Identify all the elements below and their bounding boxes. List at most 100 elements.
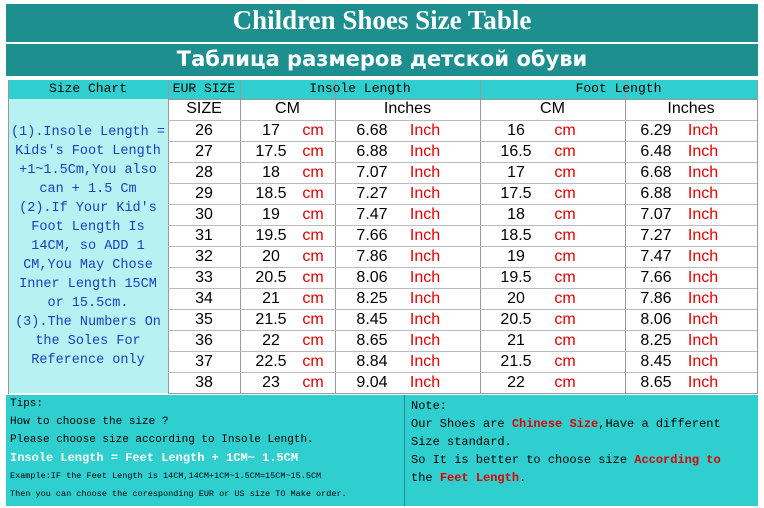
unit: cm — [302, 353, 324, 370]
unit: Inch — [409, 353, 441, 370]
cell: 17.5 — [255, 143, 287, 160]
unit: Inch — [687, 164, 719, 181]
unit: Inch — [409, 122, 441, 139]
cell: 8.25 — [356, 290, 388, 307]
grid-line — [168, 351, 757, 352]
note-line: Size standard. — [411, 435, 512, 449]
note-text: So It is better to choose size — [411, 453, 635, 467]
unit: cm — [554, 290, 576, 307]
note-line: Our Shoes are Chinese Size,Have a differ… — [411, 417, 721, 431]
grid-line — [168, 372, 757, 373]
tip-line: Insole Length = Feet Length + 1CM~ 1.5CM — [10, 451, 299, 465]
unit: Inch — [409, 185, 441, 202]
cell: 8.06 — [640, 311, 672, 328]
cell: 20 — [507, 290, 525, 307]
unit: Inch — [687, 332, 719, 349]
cell: 18 — [507, 206, 525, 223]
unit: cm — [302, 311, 324, 328]
note-line: So It is better to choose size According… — [411, 453, 721, 467]
grid-line — [335, 80, 336, 394]
cell: 19 — [262, 206, 280, 223]
grid-line — [168, 204, 757, 205]
side-note-line: or 15.5cm. — [47, 296, 129, 311]
cell: 8.65 — [356, 332, 388, 349]
note-line: Note: — [411, 399, 447, 413]
sub-header: CM — [275, 100, 300, 117]
unit: cm — [302, 164, 324, 181]
group-header: EUR SIZE — [172, 81, 236, 96]
cell: 17 — [507, 164, 525, 181]
note-highlight: Chinese Size — [511, 417, 599, 431]
unit: Inch — [687, 122, 719, 139]
cell: 26 — [195, 122, 213, 139]
grid-line — [168, 330, 757, 331]
unit: cm — [554, 311, 576, 328]
cell: 35 — [195, 311, 213, 328]
side-note-line: Foot Length Is — [31, 220, 145, 235]
cell: 22 — [262, 332, 280, 349]
grid-line — [168, 99, 757, 100]
tip-line: Please choose size according to Insole L… — [10, 434, 314, 446]
tip-line: Tips: — [10, 398, 44, 410]
cell: 17.5 — [500, 185, 532, 202]
subtitle: Таблица размеров детской обуви — [176, 47, 588, 71]
unit: Inch — [409, 206, 441, 223]
grid-line — [480, 80, 481, 394]
cell: 20.5 — [500, 311, 532, 328]
unit: cm — [302, 122, 324, 139]
unit: cm — [554, 353, 576, 370]
unit: cm — [554, 185, 576, 202]
unit: cm — [302, 206, 324, 223]
cell: 30 — [195, 206, 213, 223]
unit: Inch — [409, 248, 441, 265]
unit: Inch — [687, 290, 719, 307]
grid-line — [168, 309, 757, 310]
side-note-line: CM,You May Chose — [23, 258, 153, 273]
cell: 29 — [195, 185, 213, 202]
note-text: Size standard. — [411, 435, 512, 449]
unit: cm — [302, 332, 324, 349]
grid-line — [757, 80, 758, 394]
side-note-line: (1).Insole Length = — [11, 125, 165, 140]
grid-line — [168, 183, 757, 184]
cell: 8.65 — [640, 374, 672, 391]
cell: 32 — [195, 248, 213, 265]
unit: Inch — [409, 164, 441, 181]
cell: 7.07 — [640, 206, 672, 223]
unit: Inch — [409, 269, 441, 286]
side-note-line: +1~1.5Cm,You also — [19, 163, 157, 178]
note-highlight: According to — [634, 453, 721, 467]
tip-line: Then you can choose the coresponding EUR… — [10, 489, 347, 499]
unit: cm — [554, 332, 576, 349]
cell: 7.66 — [640, 269, 672, 286]
note-text: Our Shoes are — [411, 417, 512, 431]
cell: 20 — [262, 248, 280, 265]
grid-line — [168, 225, 757, 226]
unit: Inch — [409, 374, 441, 391]
subtitle-bar — [6, 44, 758, 76]
cell: 6.68 — [640, 164, 672, 181]
title: Children Shoes Size Table — [232, 5, 532, 35]
side-note-line: (3).The Numbers On — [15, 315, 161, 330]
grid-line — [8, 80, 9, 394]
grid-line — [168, 162, 757, 163]
unit: cm — [554, 227, 576, 244]
cell: 31 — [195, 227, 213, 244]
grid-line — [168, 141, 757, 142]
unit: Inch — [687, 143, 719, 160]
cell: 19 — [507, 248, 525, 265]
unit: cm — [302, 290, 324, 307]
side-note-line: can + 1.5 Cm — [39, 182, 137, 197]
cell: 7.47 — [640, 248, 672, 265]
cell: 22 — [507, 374, 525, 391]
tip-line: How to choose the size ? — [10, 416, 169, 428]
title-bar — [6, 4, 758, 42]
unit: Inch — [687, 374, 719, 391]
note-text: ,Have a different — [598, 417, 721, 431]
cell: 18.5 — [500, 227, 532, 244]
cell: 27 — [195, 143, 213, 160]
cell: 8.45 — [640, 353, 672, 370]
unit: cm — [302, 227, 324, 244]
cell: 20.5 — [255, 269, 287, 286]
note-text: . — [519, 471, 527, 485]
